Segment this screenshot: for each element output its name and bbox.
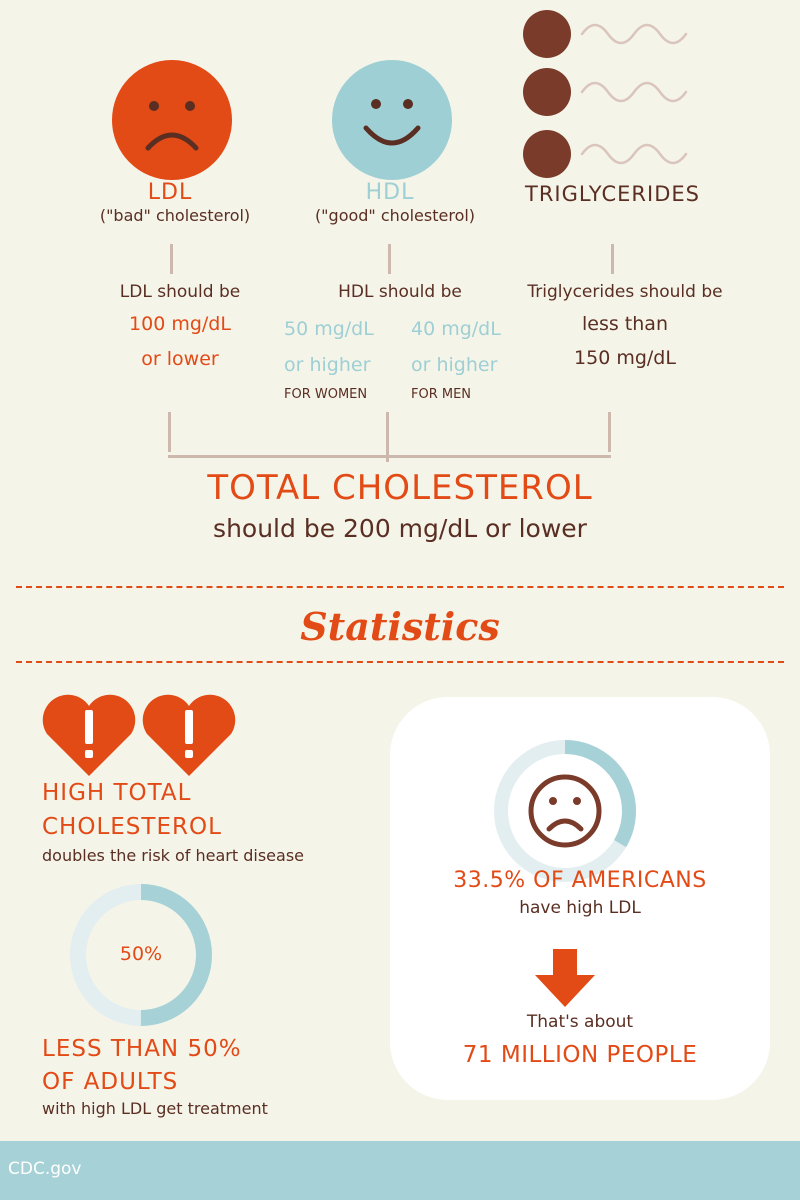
happy-face-icon <box>332 60 452 180</box>
treatment-ring <box>70 884 212 1026</box>
total-bracket-bar <box>168 455 611 458</box>
total-title: TOTAL CHOLESTEROL <box>207 468 593 508</box>
treatment-line2: OF ADULTS <box>42 1069 179 1095</box>
ldl-qualifier: or lower <box>141 348 219 370</box>
hdl-women-label: FOR WOMEN <box>284 387 368 402</box>
ldl-bracket-stem <box>168 412 171 452</box>
triglycerides-lead: Triglycerides should be <box>527 282 723 302</box>
high-total-line2: CHOLESTEROL <box>42 814 222 840</box>
hdl-women-qualifier: or higher <box>284 354 371 376</box>
ldl-lead: LDL should be <box>119 282 241 302</box>
hdl-men-qualifier: or higher <box>411 354 498 376</box>
hdl-subtitle: ("good" cholesterol) <box>314 206 476 225</box>
americans-people: 71 MILLION PEOPLE <box>462 1042 698 1068</box>
ldl-connector <box>170 244 173 274</box>
triglycerides-value: 150 mg/dL <box>574 347 676 369</box>
hdl-bracket-stem <box>386 412 389 462</box>
heart-exclamation-icon <box>42 694 136 776</box>
ldl-value: 100 mg/dL <box>129 313 231 335</box>
divider-bottom <box>16 661 784 663</box>
treatment-line1: LESS THAN 50% <box>42 1036 242 1062</box>
sad-face-icon <box>112 60 232 180</box>
treatment-ring-label: 50% <box>119 943 163 965</box>
hdl-men-value: 40 mg/dL <box>411 318 501 340</box>
americans-headline: 33.5% OF AMERICANS <box>453 868 707 893</box>
hdl-men-label: FOR MEN <box>411 387 472 402</box>
hdl-lead: HDL should be <box>338 282 462 302</box>
footer-source: CDC.gov <box>8 1159 82 1179</box>
treatment-detail: with high LDL get treatment <box>42 1099 268 1118</box>
ldl-subtitle: ("bad" cholesterol) <box>99 206 251 225</box>
hdl-connector <box>388 244 391 274</box>
footer-bar <box>0 1141 800 1200</box>
americans-detail: have high LDL <box>519 898 641 918</box>
triglycerides-connector <box>611 244 614 274</box>
sad-face-icon <box>528 774 602 848</box>
total-subtitle: should be 200 mg/dL or lower <box>213 514 587 543</box>
ldl-title: LDL <box>147 180 193 205</box>
hdl-women-value: 50 mg/dL <box>284 318 374 340</box>
americans-ring <box>494 740 636 882</box>
arrow-down-icon <box>535 949 595 1007</box>
hdl-title: HDL <box>365 180 415 205</box>
high-total-detail: doubles the risk of heart disease <box>42 846 305 865</box>
statistics-heading: Statistics <box>300 604 500 649</box>
high-total-line1: HIGH TOTAL <box>42 780 192 806</box>
heart-exclamation-icon <box>142 694 236 776</box>
triglycerides-qualifier: less than <box>582 313 668 335</box>
divider-top <box>16 586 784 588</box>
americans-card <box>390 697 770 1100</box>
americans-lead: That's about <box>526 1012 634 1032</box>
triglycerides-title: TRIGLYCERIDES <box>525 182 700 206</box>
triglyceride-molecule-icon <box>523 10 688 178</box>
triglycerides-bracket-stem <box>608 412 611 452</box>
